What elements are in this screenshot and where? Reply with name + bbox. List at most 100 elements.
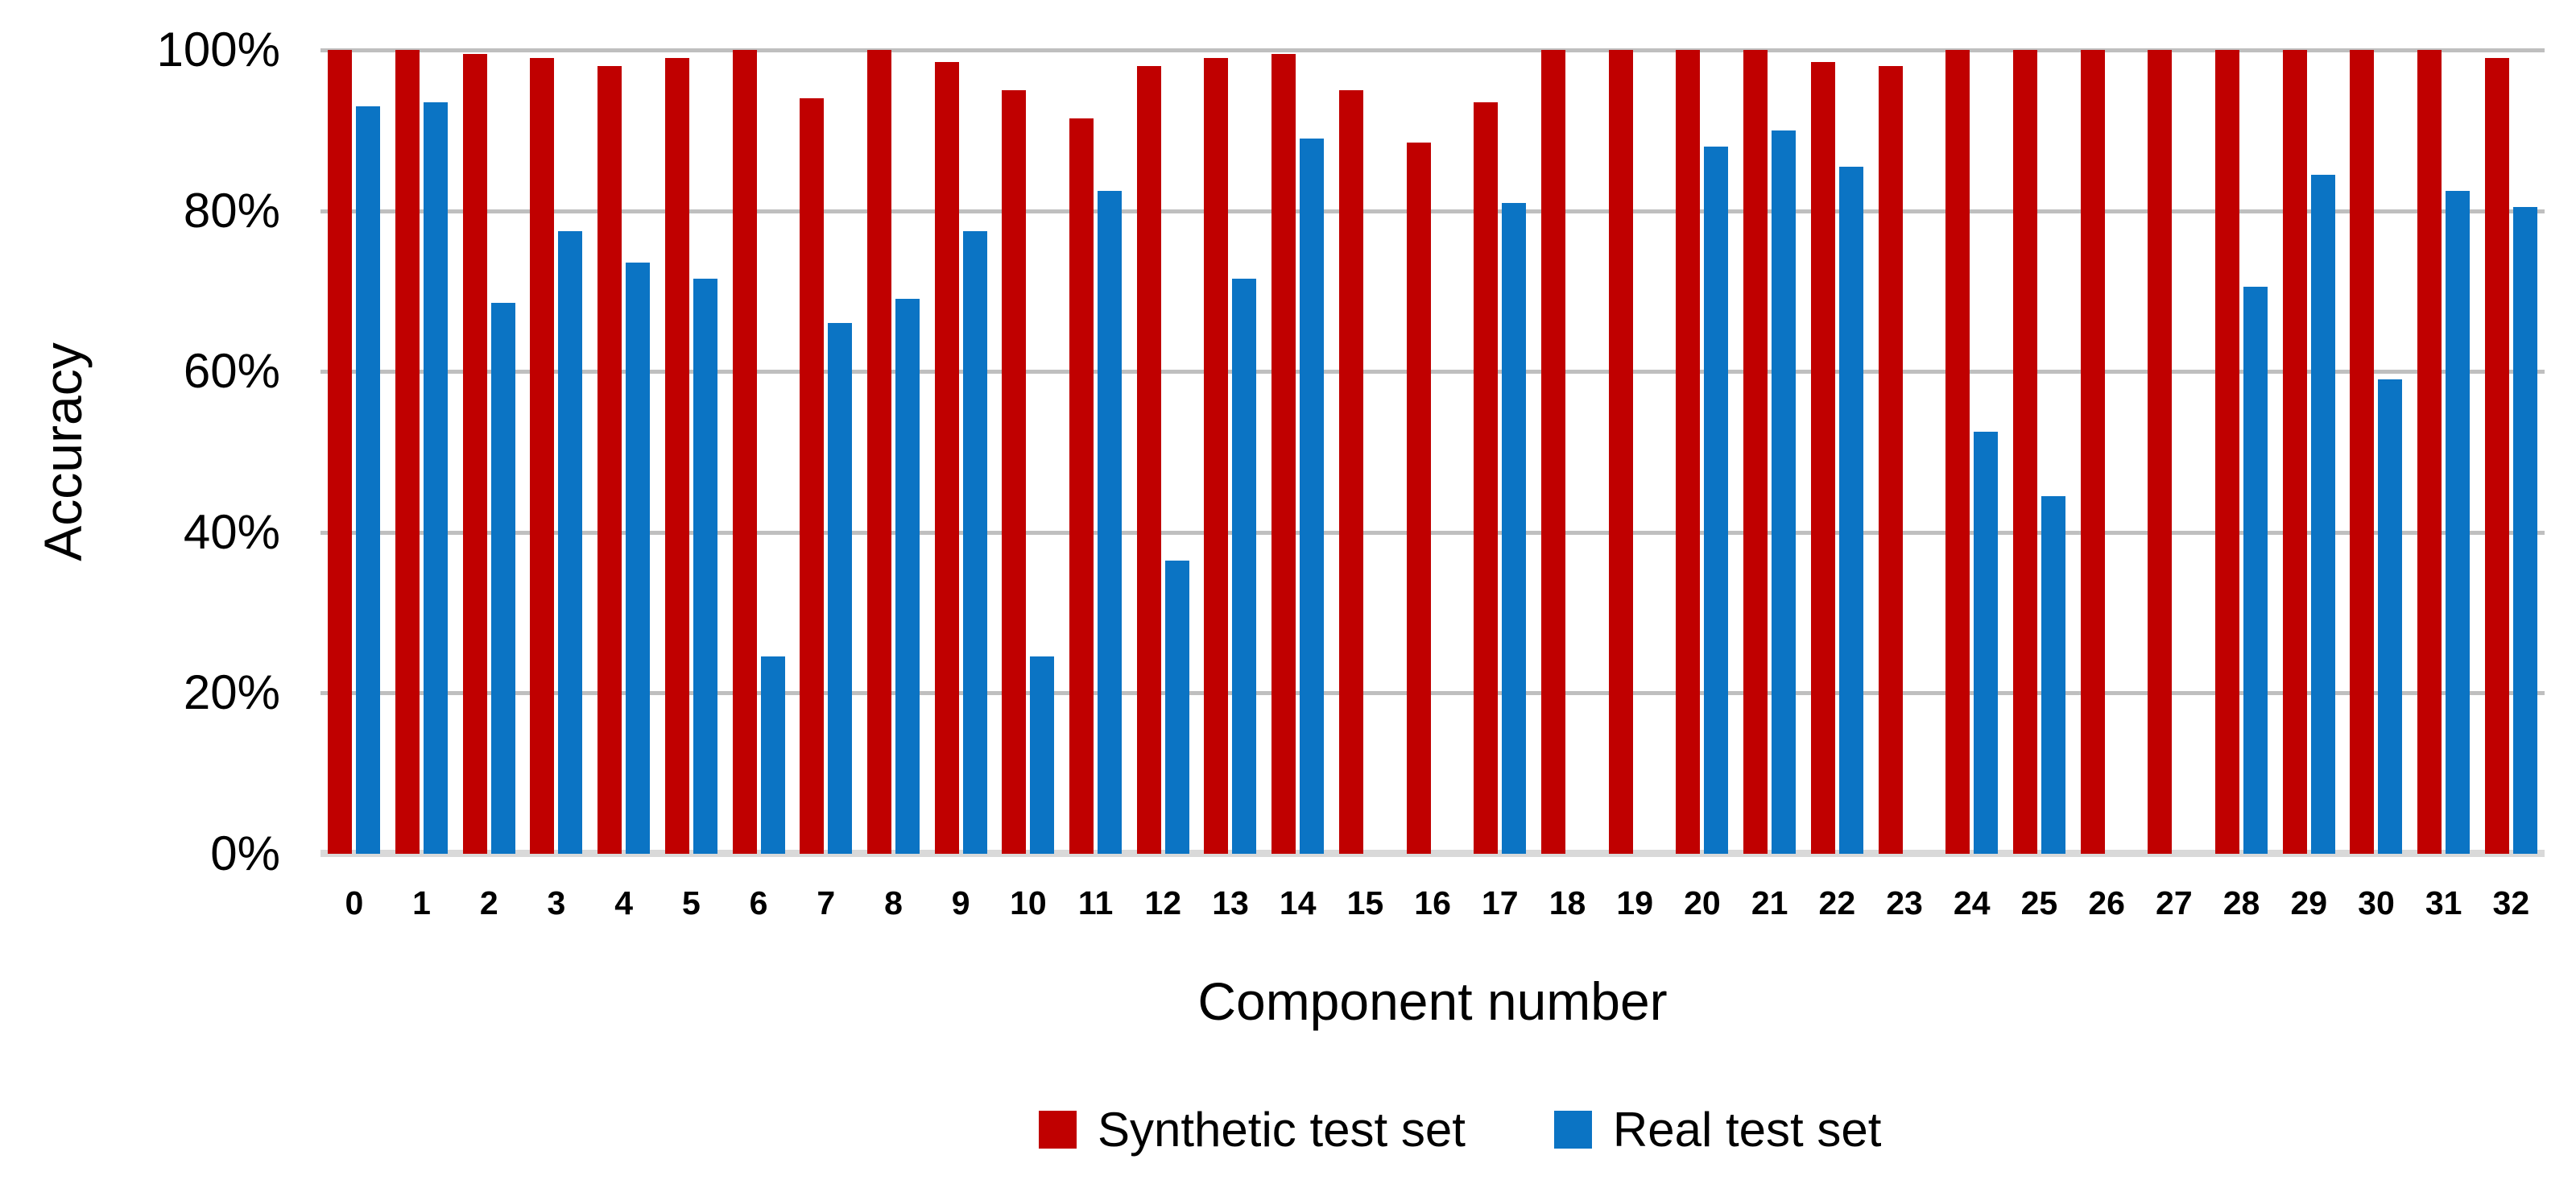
bar-real-11 (1098, 191, 1123, 854)
bar-group-22 (1803, 50, 1871, 854)
bar-real-4 (626, 263, 651, 854)
bar-group-27 (2140, 50, 2208, 854)
bar-groups (320, 50, 2545, 854)
bar-synthetic-2 (462, 54, 487, 854)
gridline-20% (320, 691, 2545, 695)
x-axis-title: Component number (1197, 971, 1668, 1031)
x-tick-8: 8 (884, 884, 903, 921)
bar-synthetic-20 (1676, 50, 1701, 854)
bar-group-21 (1736, 50, 1804, 854)
bar-group-16 (1399, 50, 1466, 854)
x-tick-9: 9 (951, 884, 970, 921)
bar-group-0 (320, 50, 388, 854)
bar-real-6 (760, 656, 785, 854)
bar-real-31 (2446, 191, 2471, 854)
legend-label-synthetic: Synthetic test set (1098, 1103, 1466, 1157)
x-tick-1: 1 (412, 884, 431, 921)
bar-real-12 (1164, 561, 1189, 854)
bar-synthetic-18 (1541, 50, 1565, 854)
bar-group-6 (725, 50, 792, 854)
bar-synthetic-8 (866, 50, 891, 854)
x-axis-line (320, 850, 2545, 857)
bar-group-28 (2208, 50, 2276, 854)
bar-synthetic-21 (1743, 50, 1768, 854)
bar-synthetic-12 (1136, 66, 1161, 854)
legend-item-real: Real test set (1553, 1102, 1881, 1157)
bar-group-25 (2006, 50, 2074, 854)
bar-group-4 (590, 50, 658, 854)
legend-swatch-real (1553, 1111, 1592, 1149)
bar-real-5 (693, 279, 717, 854)
x-tick-19: 19 (1616, 884, 1654, 921)
bar-group-30 (2342, 50, 2410, 854)
bar-synthetic-17 (1474, 102, 1499, 854)
x-tick-11: 11 (1077, 884, 1114, 921)
bar-group-5 (658, 50, 726, 854)
x-tick-23: 23 (1886, 884, 1923, 921)
legend: Synthetic test set Real test set (1039, 1102, 1881, 1157)
x-tick-21: 21 (1751, 884, 1788, 921)
plot-area (320, 48, 2545, 857)
bar-synthetic-28 (2215, 50, 2240, 854)
bar-group-13 (1197, 50, 1264, 854)
bar-synthetic-27 (2148, 50, 2173, 854)
bar-group-7 (792, 50, 860, 854)
y-axis-tick-labels: 100% 80% 60% 40% 20% 0% (0, 26, 280, 878)
x-tick-17: 17 (1482, 884, 1519, 921)
x-tick-16: 16 (1414, 884, 1451, 921)
x-tick-15: 15 (1346, 884, 1384, 921)
bar-group-8 (860, 50, 928, 854)
bar-real-29 (2310, 175, 2335, 854)
bar-synthetic-4 (597, 66, 622, 854)
bar-group-32 (2478, 50, 2545, 854)
bar-group-23 (1871, 50, 1938, 854)
bar-real-17 (1502, 203, 1527, 854)
bar-synthetic-7 (800, 98, 825, 854)
bar-real-25 (2041, 496, 2065, 854)
bar-group-14 (1264, 50, 1332, 854)
bar-synthetic-6 (732, 50, 757, 854)
x-tick-29: 29 (2290, 884, 2328, 921)
x-tick-2: 2 (479, 884, 498, 921)
x-tick-28: 28 (2222, 884, 2260, 921)
bar-real-9 (962, 231, 987, 854)
bar-synthetic-16 (1406, 143, 1431, 854)
y-tick-80%: 80% (183, 184, 280, 238)
bar-synthetic-13 (1204, 58, 1229, 854)
legend-item-synthetic: Synthetic test set (1039, 1102, 1466, 1157)
bar-group-15 (1332, 50, 1400, 854)
bar-real-32 (2512, 207, 2537, 854)
bar-synthetic-10 (1002, 90, 1027, 854)
bar-group-26 (2073, 50, 2140, 854)
x-tick-0: 0 (345, 884, 364, 921)
bar-group-1 (388, 50, 456, 854)
bar-synthetic-29 (2282, 50, 2307, 854)
bar-group-20 (1668, 50, 1736, 854)
y-tick-20%: 20% (183, 665, 280, 719)
x-axis-tick-labels: 0 1 2 3 4 5 6 7 8 9 10 11 12 13 14 15 16 17 18 19 20 21 22 23 24… (320, 881, 2545, 925)
bar-real-2 (490, 303, 515, 854)
bar-synthetic-30 (2350, 50, 2375, 854)
bar-real-14 (1300, 139, 1325, 854)
bar-real-13 (1232, 279, 1257, 854)
legend-swatch-synthetic (1039, 1111, 1077, 1149)
x-tick-7: 7 (817, 884, 836, 921)
x-tick-24: 24 (1953, 884, 1991, 921)
bar-synthetic-26 (2080, 50, 2105, 854)
gridline-100% (320, 48, 2545, 52)
y-tick-0%: 0% (210, 826, 280, 880)
bar-synthetic-5 (664, 58, 689, 854)
bar-group-9 (927, 50, 994, 854)
bar-synthetic-14 (1271, 54, 1296, 854)
bar-group-3 (523, 50, 590, 854)
y-tick-100%: 100% (156, 23, 280, 77)
x-tick-20: 20 (1684, 884, 1721, 921)
x-tick-18: 18 (1548, 884, 1586, 921)
bar-synthetic-22 (1810, 62, 1835, 854)
bar-synthetic-23 (1878, 66, 1903, 854)
bar-group-11 (1062, 50, 1130, 854)
bar-synthetic-1 (395, 50, 420, 854)
gridline-80% (320, 209, 2545, 213)
bar-group-29 (2275, 50, 2342, 854)
